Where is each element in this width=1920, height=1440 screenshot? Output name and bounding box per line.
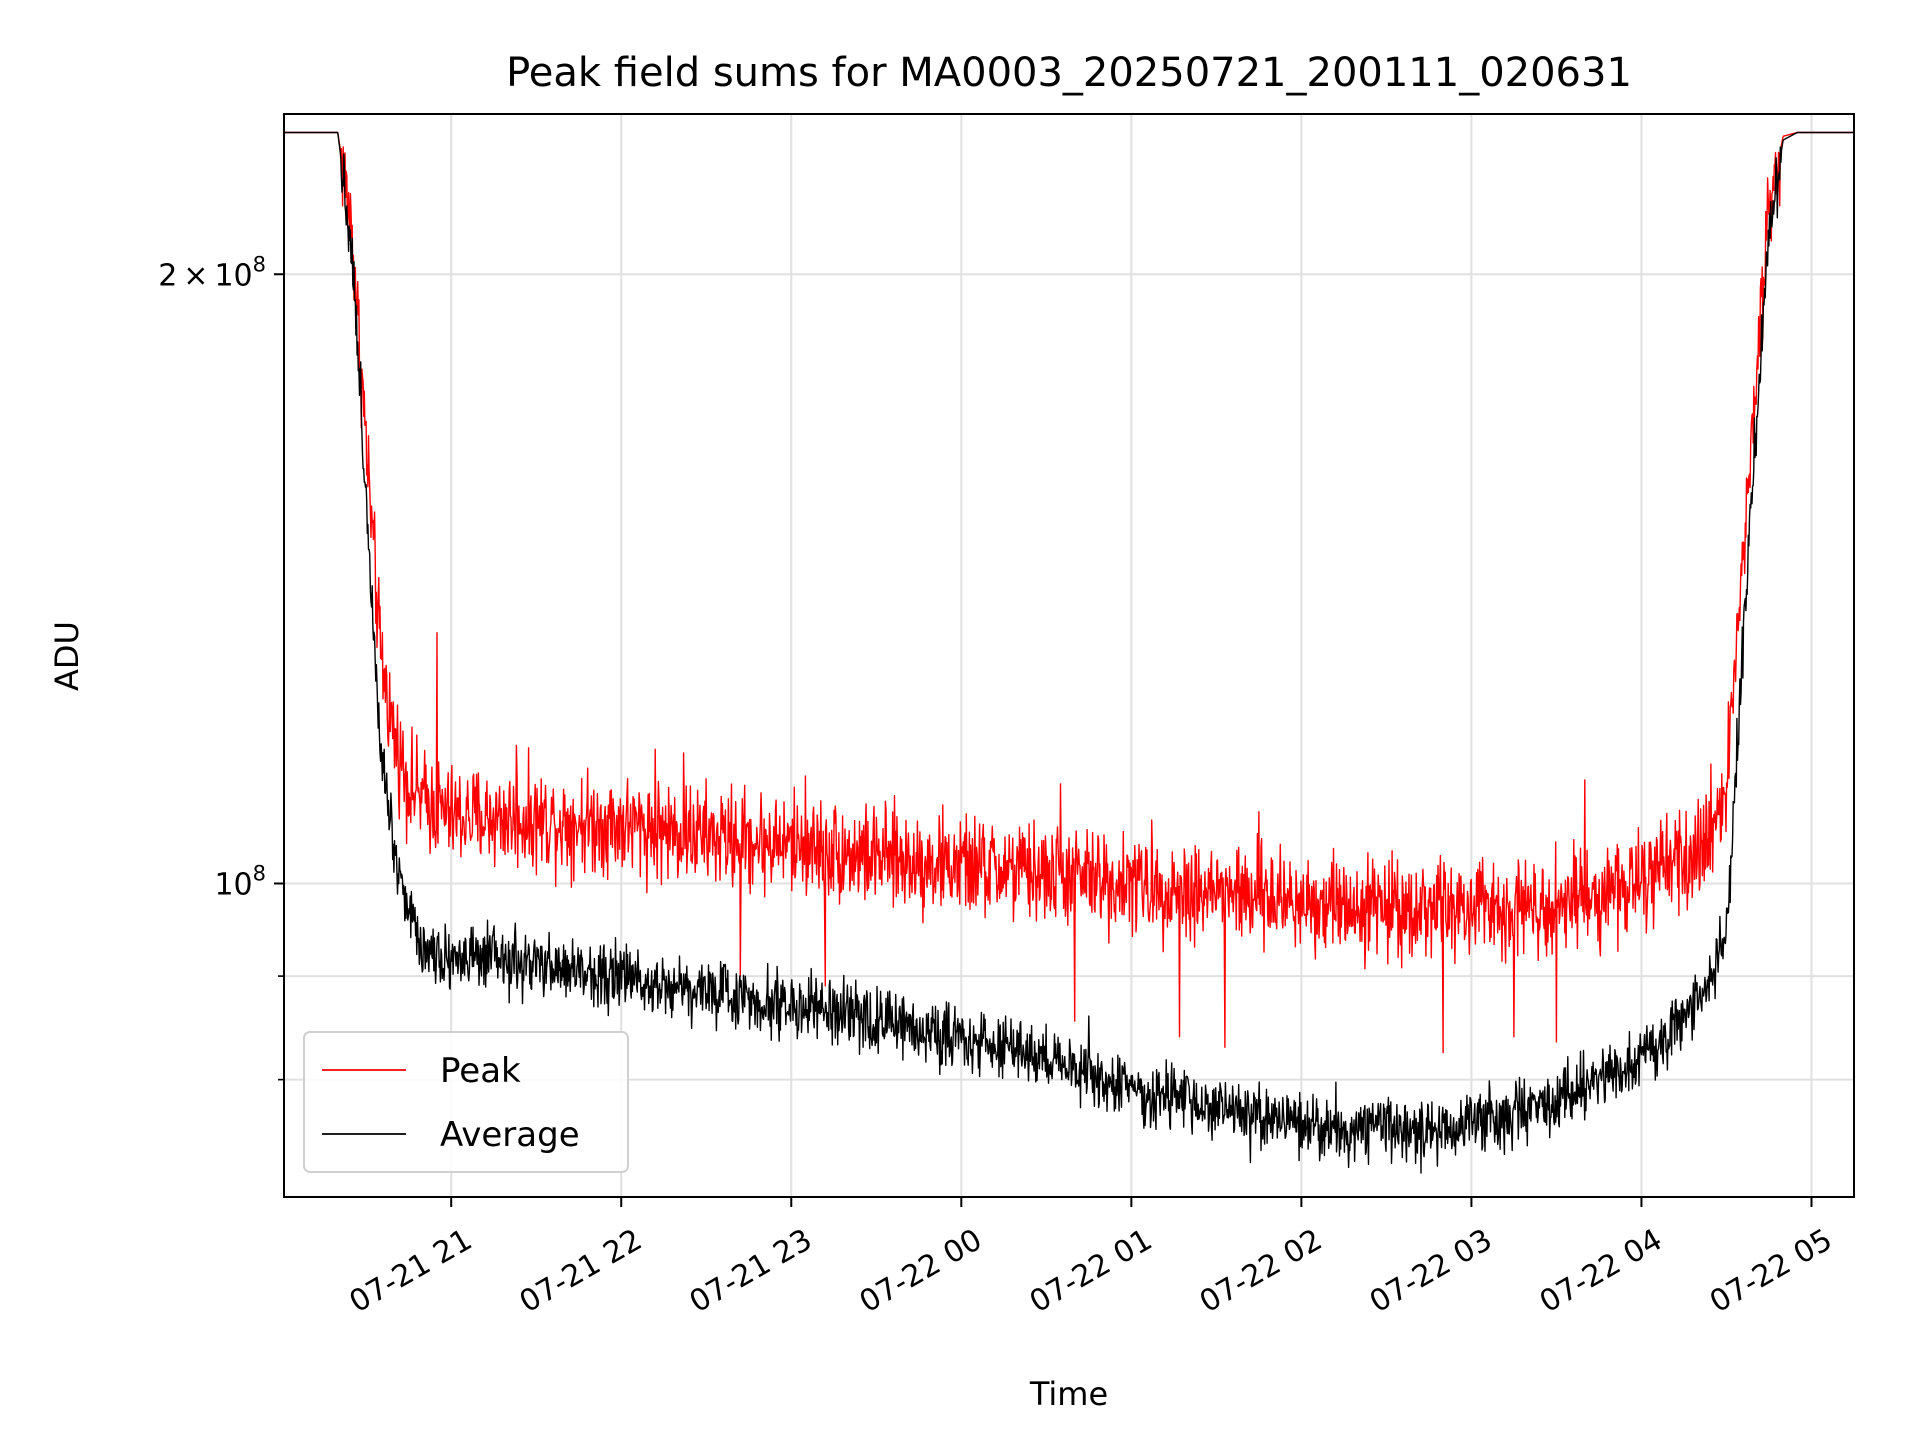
y-tick-label-exp: 8 (253, 252, 266, 276)
legend-label-peak: Peak (440, 1051, 521, 1091)
series-line-peak (284, 131, 1854, 1054)
chart-title: Peak field sums for MA0003_20250721_2001… (506, 50, 1632, 96)
series-line-average (284, 131, 1854, 1174)
y-axis-label: ADU (48, 621, 86, 691)
legend: Peak Average (303, 1031, 629, 1173)
y-tick-label-exp: 8 (253, 861, 266, 885)
y-tick-label: 2 × 108 (158, 252, 266, 293)
plot-frame (283, 113, 1855, 1198)
legend-box (303, 1031, 629, 1173)
y-tick-label-times: × (177, 258, 214, 293)
y-tick-label-base: 10 (214, 258, 252, 293)
y-tick-label-mantissa: 2 (158, 258, 177, 293)
x-axis-label: Time (1029, 1375, 1108, 1413)
legend-label-average: Average (440, 1115, 580, 1155)
plot-series (284, 131, 1854, 1174)
y-tick-label-base: 10 (214, 867, 252, 902)
y-tick-label: 108 (214, 861, 266, 902)
